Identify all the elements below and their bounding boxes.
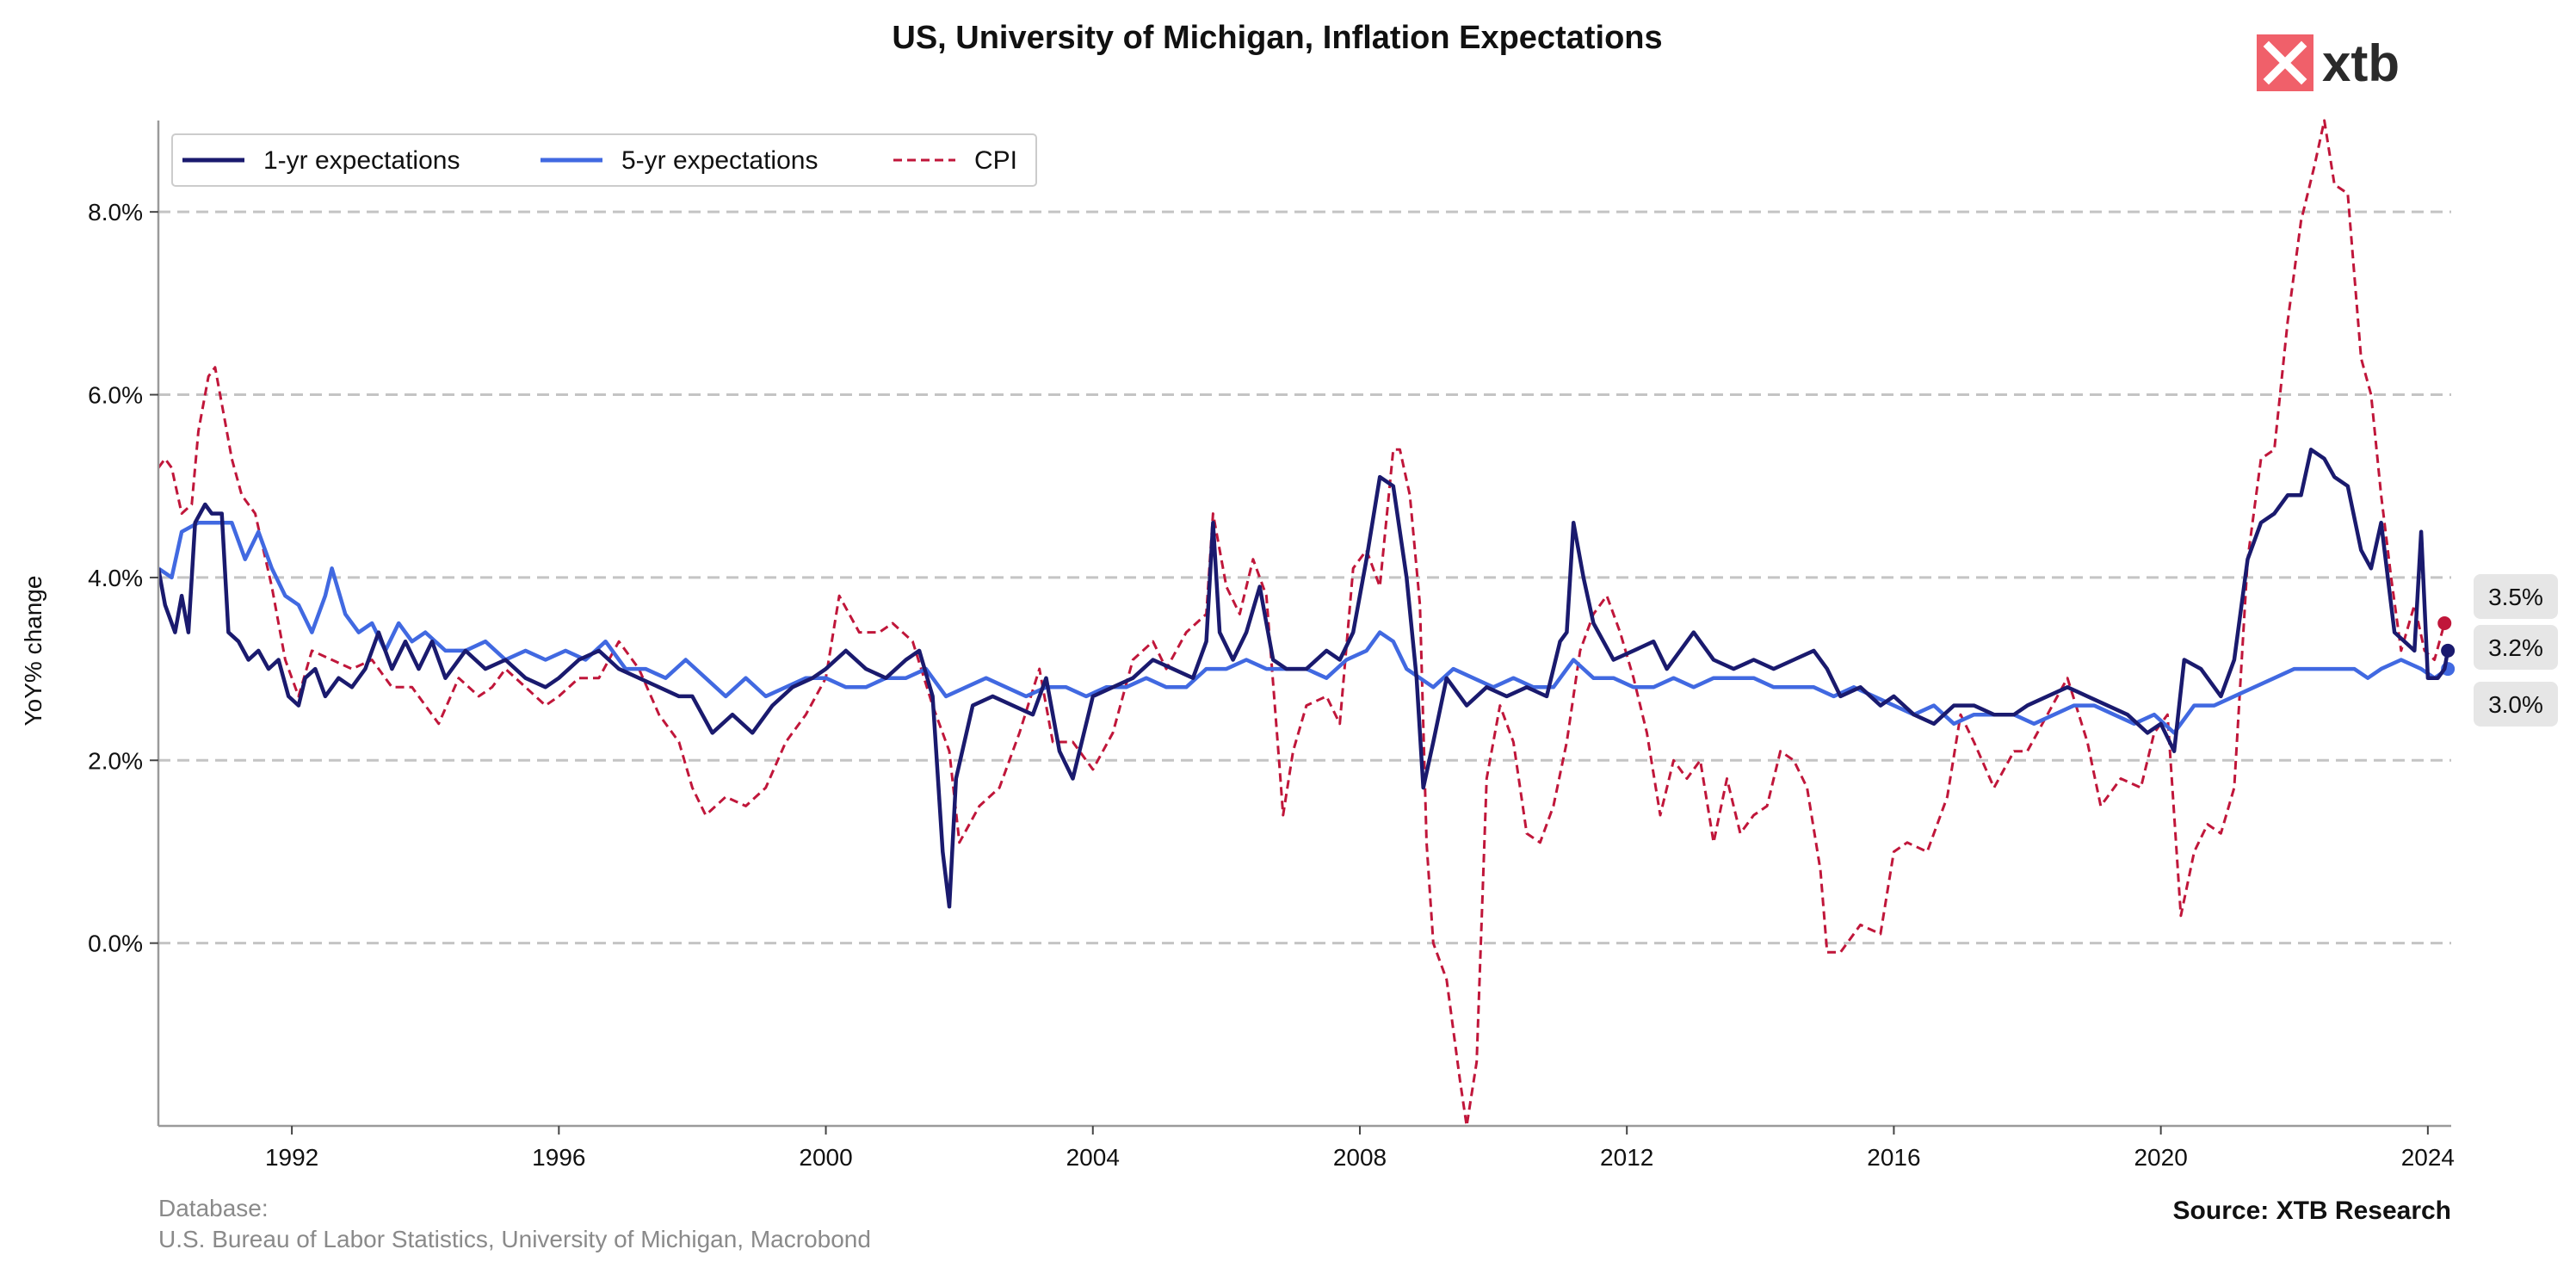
y-tick-label: 6.0% [88,382,143,409]
series-layer [158,119,2456,1126]
x-tick-label: 2020 [2134,1144,2187,1171]
latest-point-1-yr-expectations [2441,643,2456,658]
footer-database-sources: U.S. Bureau of Labor Statistics, Univers… [158,1226,871,1252]
latest-value-badge [2474,625,2558,670]
x-tick-label: 2016 [1867,1144,1920,1171]
logo-x-mark [2263,40,2307,85]
axes [157,121,2451,1128]
y-axis-ticks: 0.0% 2.0% 4.0% 6.0% 8.0% [88,199,158,957]
footer-source: Source: XTB Research [2173,1197,2451,1225]
xtb-logo: xtb [2257,34,2400,92]
latest-value-badge [2474,682,2558,727]
x-tick-label: 2012 [1600,1144,1653,1171]
latest-value-label: 3.0% [2488,691,2543,718]
y-axis-label: YoY% change [20,576,46,727]
x-axis-ticks: 1992 1996 2000 2004 2008 2012 2016 2020 2024 [265,1126,2455,1171]
y-tick-label: 2.0% [88,747,143,774]
series-line-cpi [158,119,2446,1126]
latest-value-label: 3.2% [2488,634,2543,661]
x-tick-label: 2008 [1333,1144,1387,1171]
x-tick-label: 2000 [799,1144,852,1171]
legend-label: 1-yr expectations [263,146,460,175]
x-tick-label: 1992 [265,1144,318,1171]
series-line-5-yr-expectations [158,520,2449,735]
logo-text: xtb [2322,34,2400,92]
legend: 1-yr expectations 5-yr expectations CPI [171,133,1037,187]
latest-value-badge [2474,574,2558,619]
legend-label: CPI [974,146,1017,175]
x-tick-label: 2024 [2401,1144,2455,1171]
legend-box [171,133,1037,187]
y-tick-label: 4.0% [88,565,143,591]
latest-value-label: 3.5% [2488,584,2543,610]
legend-label: 5-yr expectations [621,146,818,175]
x-tick-label: 1996 [532,1144,585,1171]
footer-database-label: Database: [158,1195,269,1221]
y-tick-label: 0.0% [88,931,143,957]
latest-value-labels: 3.5% 3.2% 3.0% [2474,574,2558,727]
gridlines [158,210,2451,945]
series-line-1-yr-expectations [158,448,2450,909]
x-tick-label: 2004 [1066,1144,1120,1171]
latest-point-cpi [2437,616,2452,630]
y-tick-label: 8.0% [88,199,143,226]
chart-title: US, University of Michigan, Inflation Ex… [892,20,1662,56]
